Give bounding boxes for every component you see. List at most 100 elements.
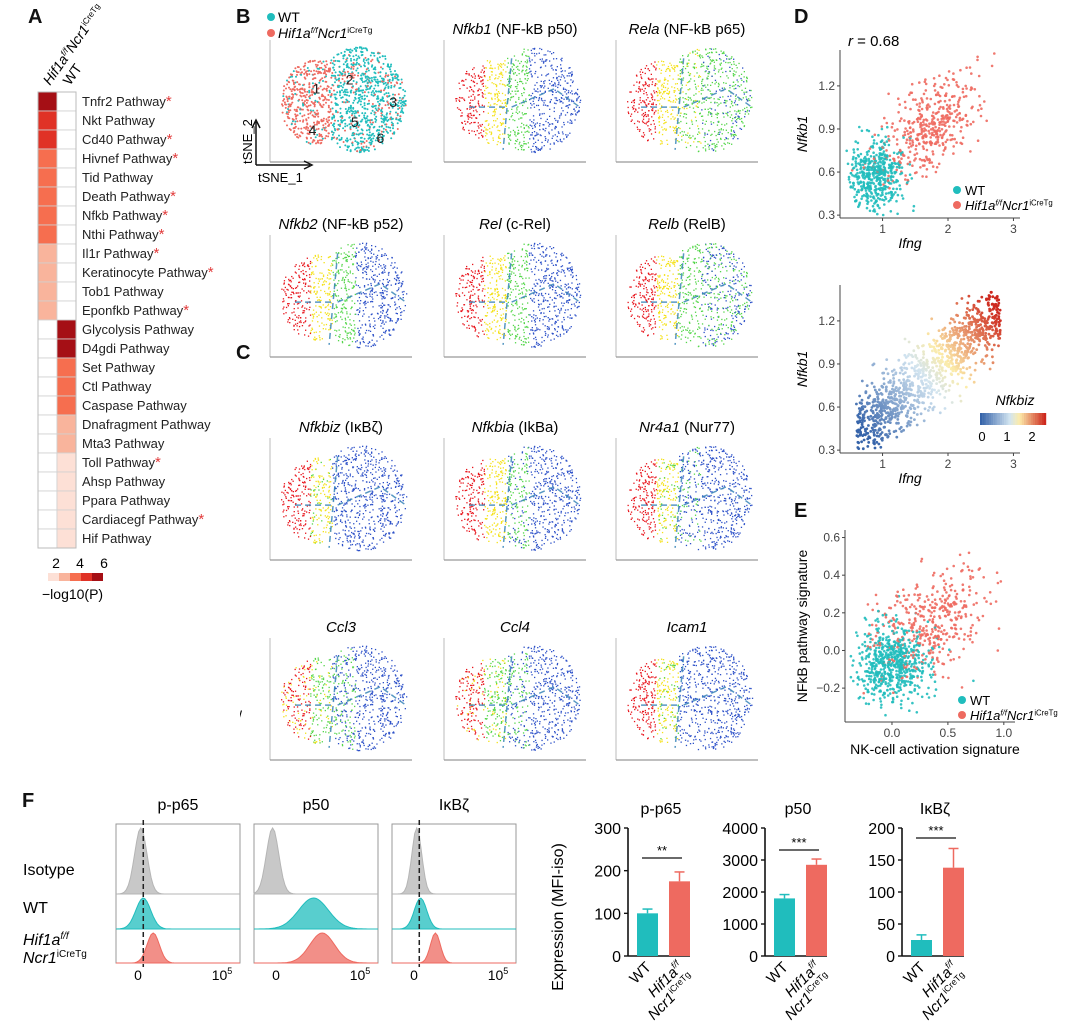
cell-point bbox=[381, 55, 384, 58]
cell-point bbox=[399, 86, 402, 89]
cell-point bbox=[704, 98, 706, 100]
cell-point bbox=[314, 93, 316, 96]
cell-point bbox=[558, 294, 561, 296]
cell-point bbox=[667, 116, 669, 118]
cell-point bbox=[551, 129, 553, 131]
cell-point bbox=[325, 129, 328, 132]
cell-point bbox=[685, 93, 687, 95]
cell-point bbox=[311, 320, 314, 322]
cell-point bbox=[387, 87, 390, 89]
cell-point bbox=[525, 249, 527, 252]
cell-point bbox=[344, 122, 347, 125]
cell-point bbox=[395, 118, 398, 121]
cell-point bbox=[648, 78, 650, 80]
cell-point bbox=[484, 284, 486, 287]
cell-point bbox=[329, 328, 331, 331]
cell-point bbox=[474, 272, 476, 274]
cell-point bbox=[307, 141, 310, 144]
cell-point bbox=[291, 101, 294, 104]
cell-point bbox=[522, 66, 524, 68]
cell-point bbox=[366, 88, 369, 91]
cell-point bbox=[387, 304, 389, 306]
cell-point bbox=[330, 76, 333, 79]
cell-point bbox=[527, 142, 529, 144]
cell-point bbox=[464, 123, 467, 125]
cell-point bbox=[722, 96, 724, 98]
cell-point bbox=[497, 320, 499, 322]
cell-point bbox=[386, 294, 388, 296]
cell-point bbox=[290, 279, 292, 281]
cell-point bbox=[499, 83, 501, 85]
cell-point bbox=[519, 80, 521, 83]
cell-point bbox=[458, 96, 461, 99]
cell-point bbox=[315, 123, 318, 126]
cell-point bbox=[381, 114, 384, 116]
cell-point bbox=[333, 279, 335, 281]
cell-point bbox=[643, 93, 645, 95]
cell-point bbox=[339, 125, 341, 127]
cell-point bbox=[381, 298, 383, 300]
cell-point bbox=[533, 259, 535, 261]
cell-point bbox=[304, 334, 306, 336]
cell-point bbox=[733, 63, 735, 65]
cell-point bbox=[661, 83, 663, 86]
cell-point bbox=[324, 306, 326, 309]
panel-label-a: A bbox=[28, 6, 43, 28]
cell-point bbox=[383, 295, 385, 298]
cell-point bbox=[529, 61, 531, 63]
cell-point bbox=[658, 115, 661, 117]
heatmap-cell bbox=[56, 528, 77, 549]
cell-point bbox=[540, 312, 542, 315]
cell-point bbox=[495, 120, 497, 122]
cell-point bbox=[484, 89, 486, 92]
cell-point bbox=[313, 123, 316, 126]
cell-point bbox=[684, 141, 687, 143]
cell-point bbox=[376, 254, 379, 257]
cell-point bbox=[379, 336, 381, 338]
cell-point bbox=[306, 274, 308, 277]
cell-point bbox=[388, 304, 390, 306]
cell-point bbox=[724, 143, 726, 145]
cell-point bbox=[388, 271, 390, 274]
cell-point bbox=[329, 319, 331, 321]
cell-point bbox=[661, 142, 663, 145]
cell-point bbox=[363, 102, 366, 105]
cell-point bbox=[337, 119, 340, 122]
pathway-name: Toll Pathway bbox=[82, 455, 155, 470]
cell-point bbox=[660, 69, 663, 71]
cell-point bbox=[707, 108, 709, 110]
cell-point bbox=[487, 324, 489, 326]
cell-point bbox=[361, 51, 364, 53]
cell-point bbox=[354, 302, 356, 305]
cell-point bbox=[545, 59, 547, 61]
cell-point bbox=[298, 296, 300, 298]
cell-point bbox=[504, 280, 506, 282]
cell-point bbox=[385, 125, 388, 128]
cell-point bbox=[554, 292, 556, 294]
cell-point bbox=[673, 87, 676, 89]
cell-point bbox=[505, 71, 507, 73]
heatmap-cell bbox=[37, 243, 58, 264]
cell-point bbox=[733, 85, 735, 87]
cell-point bbox=[744, 113, 746, 115]
cell-point bbox=[538, 109, 540, 111]
cell-point bbox=[365, 117, 368, 120]
cell-point bbox=[569, 104, 571, 106]
cell-point bbox=[289, 104, 292, 107]
cell-point bbox=[543, 276, 545, 278]
cell-point bbox=[500, 268, 502, 271]
cell-point bbox=[358, 146, 360, 149]
cell-point bbox=[689, 127, 691, 129]
cell-point bbox=[746, 109, 749, 111]
cell-point bbox=[385, 315, 387, 317]
heatmap-row-label: Ppara Pathway bbox=[82, 493, 171, 508]
cell-point bbox=[524, 262, 526, 264]
cell-point bbox=[314, 136, 317, 139]
cell-point bbox=[537, 342, 539, 345]
cell-point bbox=[312, 309, 315, 311]
cell-point bbox=[315, 311, 317, 313]
cell-point bbox=[681, 84, 683, 86]
cell-point bbox=[569, 132, 571, 134]
cell-point bbox=[498, 92, 500, 94]
cell-point bbox=[401, 291, 404, 293]
